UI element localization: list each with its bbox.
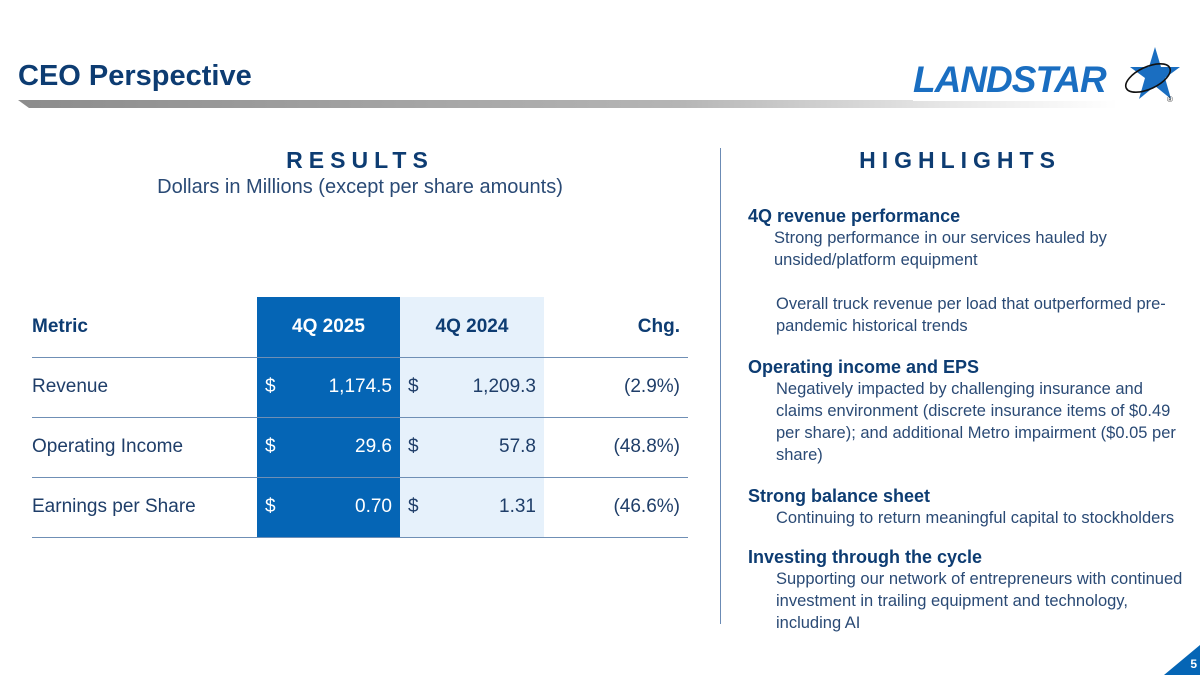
change-cell: (48.8%) [544,417,688,478]
metric-cell: Operating Income [32,417,257,478]
table-row: Earnings per Share $0.70 $1.31 (46.6%) [32,477,688,538]
value-4q2024: 57.8 [499,436,536,457]
logo-wordmark: LANDSTAR [913,59,1112,101]
star-icon: ® [1124,47,1180,104]
header-divider [18,100,1118,108]
col-header-chg: Chg. [544,297,688,358]
value-4q2025: 1,174.5 [328,376,392,397]
value-4q2024: 1.31 [499,496,536,517]
value-4q2025: 29.6 [355,436,392,457]
highlight-title: 4Q revenue performance [748,206,961,226]
column-divider [720,148,721,624]
page-title: CEO Perspective [18,60,252,92]
results-table: Metric 4Q 2025 4Q 2024 Chg. Revenue $1,1… [32,297,688,538]
highlights-heading: HIGHLIGHTS [859,147,1061,173]
value-4q2024: 1,209.3 [472,376,536,397]
change-cell: (46.6%) [544,477,688,538]
highlight-title: Strong balance sheet [748,486,931,506]
results-heading: RESULTS [286,147,434,173]
col-header-4q2024: 4Q 2024 [400,297,544,358]
currency-symbol: $ [265,436,276,457]
metric-cell: Revenue [32,357,257,418]
value-4q2025: 0.70 [355,496,392,517]
registered-mark: ® [1167,95,1173,104]
change-cell: (2.9%) [544,357,688,418]
col-header-4q2025: 4Q 2025 [257,297,400,358]
landstar-logo: ® LANDSTAR [905,45,1180,105]
highlight-title: Investing through the cycle [748,547,983,567]
col-header-metric: Metric [32,297,257,358]
highlight-text: Strong performance in our services haule… [774,229,1107,269]
results-subheading: Dollars in Millions (except per share am… [157,176,563,198]
currency-symbol: $ [265,376,276,397]
table-row: Revenue $1,174.5 $1,209.3 (2.9%) [32,357,688,418]
highlight-text: Negatively impacted by challenging insur… [776,380,1176,464]
metric-cell: Earnings per Share [32,477,257,538]
page-number: 5 [1190,657,1197,671]
highlights-list: 4Q revenue performance Strong performanc… [748,206,1188,634]
table-row: Operating Income $29.6 $57.8 (48.8%) [32,417,688,478]
currency-symbol: $ [408,436,419,457]
highlight-text: Overall truck revenue per load that outp… [776,295,1166,335]
highlight-title: Operating income and EPS [748,357,980,377]
highlight-text: Continuing to return meaningful capital … [776,509,1175,527]
currency-symbol: $ [265,496,276,517]
table-header-row: Metric 4Q 2025 4Q 2024 Chg. [32,297,688,358]
highlight-text: Supporting our network of entrepreneurs … [776,570,1183,632]
currency-symbol: $ [408,376,419,397]
currency-symbol: $ [408,496,419,517]
